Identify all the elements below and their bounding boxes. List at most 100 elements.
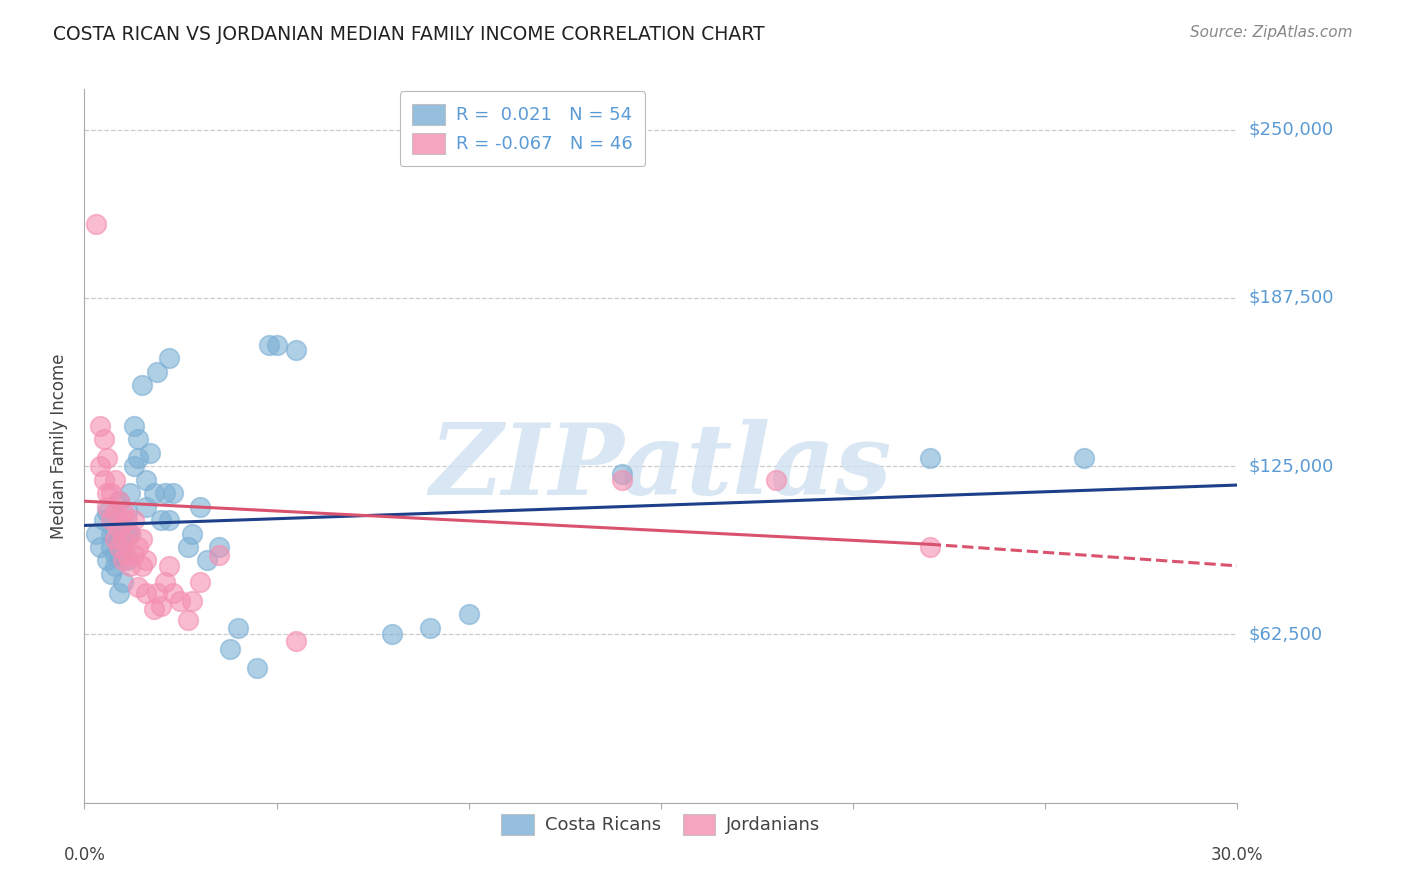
Point <box>100 526 122 541</box>
Point <box>115 526 138 541</box>
Point <box>612 467 634 482</box>
Point <box>150 599 173 614</box>
Point <box>108 586 131 600</box>
Point <box>226 621 249 635</box>
Point <box>111 553 134 567</box>
Point <box>111 540 134 554</box>
Point <box>89 418 111 433</box>
Text: 0.0%: 0.0% <box>63 846 105 863</box>
Point <box>104 532 127 546</box>
Text: COSTA RICAN VS JORDANIAN MEDIAN FAMILY INCOME CORRELATION CHART: COSTA RICAN VS JORDANIAN MEDIAN FAMILY I… <box>53 25 765 44</box>
Point <box>162 486 184 500</box>
Point <box>124 513 146 527</box>
Point <box>93 513 115 527</box>
Point <box>100 486 122 500</box>
Point <box>100 513 122 527</box>
Point <box>146 586 169 600</box>
Point <box>150 513 173 527</box>
Point <box>612 473 634 487</box>
Point <box>127 580 149 594</box>
Point <box>457 607 479 622</box>
Point <box>115 513 138 527</box>
Text: $125,000: $125,000 <box>1249 458 1334 475</box>
Point <box>381 627 404 641</box>
Point <box>108 540 131 554</box>
Point <box>284 343 307 358</box>
Point <box>257 338 280 352</box>
Text: 30.0%: 30.0% <box>1211 846 1264 863</box>
Point <box>181 526 204 541</box>
Point <box>115 548 138 562</box>
Point <box>96 451 118 466</box>
Text: $62,500: $62,500 <box>1249 625 1323 643</box>
Point <box>208 540 231 554</box>
Point <box>419 621 441 635</box>
Text: Source: ZipAtlas.com: Source: ZipAtlas.com <box>1189 25 1353 40</box>
Point <box>131 558 153 573</box>
Point <box>111 532 134 546</box>
Point <box>135 500 157 514</box>
Point <box>765 473 787 487</box>
Point <box>1073 451 1095 466</box>
Point <box>208 548 231 562</box>
Point <box>127 451 149 466</box>
Point <box>153 486 176 500</box>
Point <box>120 558 142 573</box>
Point <box>108 532 131 546</box>
Point <box>124 548 146 562</box>
Point <box>146 365 169 379</box>
Point <box>138 446 160 460</box>
Point <box>93 473 115 487</box>
Point <box>246 661 269 675</box>
Point <box>96 553 118 567</box>
Point <box>104 548 127 562</box>
Point <box>131 532 153 546</box>
Point <box>108 494 131 508</box>
Point <box>108 521 131 535</box>
Point <box>104 473 127 487</box>
Point <box>131 378 153 392</box>
Point <box>84 526 107 541</box>
Point <box>177 540 200 554</box>
Point <box>108 494 131 508</box>
Point <box>188 500 211 514</box>
Point <box>89 540 111 554</box>
Point <box>142 486 165 500</box>
Legend: Costa Ricans, Jordanians: Costa Ricans, Jordanians <box>489 801 832 847</box>
Point <box>135 553 157 567</box>
Point <box>89 459 111 474</box>
Point <box>135 473 157 487</box>
Point <box>96 500 118 514</box>
Y-axis label: Median Family Income: Median Family Income <box>51 353 69 539</box>
Point <box>135 586 157 600</box>
Point <box>169 594 191 608</box>
Point <box>96 505 118 519</box>
Point <box>115 553 138 567</box>
Point <box>96 486 118 500</box>
Point <box>104 505 127 519</box>
Point <box>918 451 941 466</box>
Point <box>266 338 288 352</box>
Point <box>84 217 107 231</box>
Point <box>115 505 138 519</box>
Point <box>111 505 134 519</box>
Text: $250,000: $250,000 <box>1249 120 1334 138</box>
Point <box>111 574 134 589</box>
Point <box>124 459 146 474</box>
Point <box>120 526 142 541</box>
Point <box>104 526 127 541</box>
Point <box>157 513 180 527</box>
Point <box>127 540 149 554</box>
Point <box>142 602 165 616</box>
Point <box>108 548 131 562</box>
Point <box>162 586 184 600</box>
Point <box>104 558 127 573</box>
Point <box>120 526 142 541</box>
Point <box>177 613 200 627</box>
Point <box>100 566 122 581</box>
Point <box>100 540 122 554</box>
Point <box>93 432 115 446</box>
Point <box>127 432 149 446</box>
Point <box>188 574 211 589</box>
Point <box>181 594 204 608</box>
